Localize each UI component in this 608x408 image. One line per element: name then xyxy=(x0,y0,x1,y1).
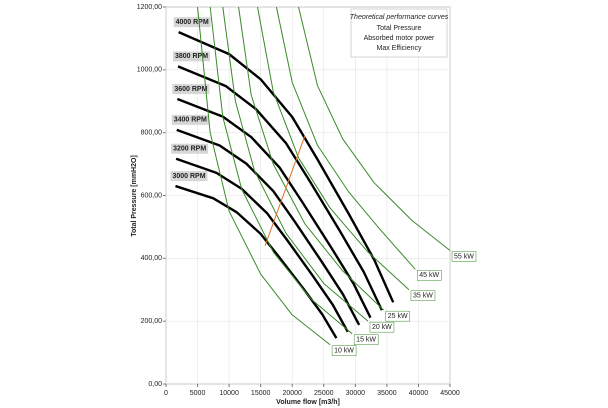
series-label-bg xyxy=(172,51,210,62)
x-tick-label: 0 xyxy=(164,390,168,397)
legend-entry: Max Efficiency xyxy=(377,45,422,52)
series-line xyxy=(257,6,410,291)
series-line xyxy=(238,6,385,311)
y-tick-label: 400,00 xyxy=(141,255,163,262)
series-label: 3200 RPM xyxy=(173,146,206,153)
legend-entry: Total Pressure xyxy=(377,25,422,32)
plot-lines: 4000 RPM 3800 RPM 3600 RPM 3400 RPM 3200 RPM… xyxy=(170,6,477,356)
series-label-bg xyxy=(171,114,209,125)
series-label: 35 kW xyxy=(413,293,433,300)
y-tick-label: 800,00 xyxy=(141,130,163,137)
series-line xyxy=(264,135,306,246)
series-label: 25 kW xyxy=(388,313,408,320)
series-label: 45 kW xyxy=(419,272,439,279)
x-tick-label: 30000 xyxy=(346,390,366,397)
legend-title: Theoretical performance curves xyxy=(350,14,449,21)
series-label-bg xyxy=(451,251,477,262)
y-tick-label: 1000,00 xyxy=(137,67,162,74)
series-line xyxy=(197,6,331,346)
series-label-bg xyxy=(331,345,357,356)
y-tick-label: 1200,00 xyxy=(137,4,162,11)
series-label: 15 kW xyxy=(356,337,376,344)
series-label-bg xyxy=(369,321,395,333)
x-tick-label: 25000 xyxy=(314,390,334,397)
legend-box xyxy=(350,8,448,58)
series-label-bg xyxy=(385,310,410,322)
series-label: 55 kW xyxy=(454,253,474,260)
x-tick-label: 15000 xyxy=(251,390,271,397)
series-label-bg xyxy=(173,17,211,28)
series-line xyxy=(222,6,369,322)
legend-entry: Absorbed motor power xyxy=(364,35,435,42)
x-tick-label: 20000 xyxy=(282,390,302,397)
series-label-bg xyxy=(353,334,379,345)
series-label-bg xyxy=(171,143,209,154)
x-tick-label: 45000 xyxy=(440,390,460,397)
y-axis-title: Total Pressure [mmH2O] xyxy=(131,155,138,237)
series-label-bg xyxy=(172,84,210,95)
series-line xyxy=(298,6,451,251)
series-line xyxy=(177,65,383,311)
series-label-bg xyxy=(170,171,208,182)
series-label: 3400 RPM xyxy=(174,117,207,124)
x-tick-label: 10000 xyxy=(219,390,239,397)
series-line xyxy=(209,6,353,335)
x-tick-label: 40000 xyxy=(409,390,429,397)
series-label: 20 kW xyxy=(372,324,392,331)
series-label: 10 kW xyxy=(334,348,354,355)
series-line xyxy=(178,31,395,303)
y-tick-label: 0,00 xyxy=(148,381,162,388)
y-tick-label: 200,00 xyxy=(141,318,163,325)
series-label: 3600 RPM xyxy=(174,86,207,93)
series-line xyxy=(176,128,361,326)
series-label: 3800 RPM xyxy=(175,53,208,60)
x-axis-title: Volume flow [m3/h] xyxy=(276,399,340,406)
x-tick-label: 5000 xyxy=(190,390,206,397)
series-label-bg xyxy=(410,290,436,301)
series-label: 4000 RPM xyxy=(176,19,209,26)
series-label: 3000 RPM xyxy=(172,173,205,180)
y-tick-label: 600,00 xyxy=(141,192,163,199)
series-line xyxy=(275,6,416,270)
series-label-bg xyxy=(417,270,442,281)
x-tick-label: 35000 xyxy=(377,390,397,397)
